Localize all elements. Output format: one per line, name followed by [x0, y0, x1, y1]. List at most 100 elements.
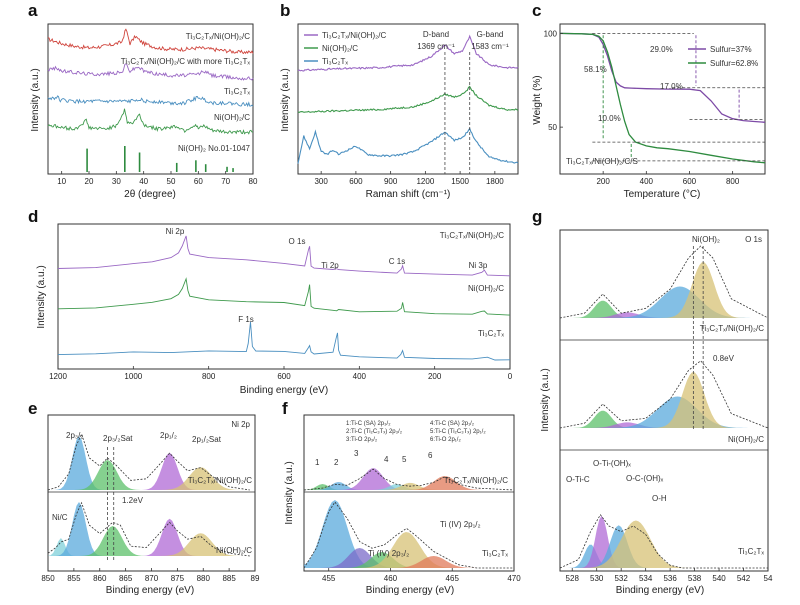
- panel-b-series-1-line: [297, 34, 519, 72]
- panel-d-frame: [57, 223, 511, 370]
- panel-e-xtick-label-5: 875: [171, 574, 185, 583]
- panel-e-peak-2p12sat: 2p₁/₂Sat: [192, 435, 222, 444]
- panel-b-xtick-label-3: 1200: [416, 177, 434, 186]
- panel-b-series-2-line: [297, 85, 519, 113]
- panel-b: b 300 600 900 1200 1500 1800 Ti₃C₂Tₓ/Ni(OH)₂/…: [280, 1, 519, 200]
- panel-a-xtick-label-3: 40: [139, 177, 148, 186]
- panel-d-series-3-line: [57, 321, 511, 361]
- panel-f-series2-label: Ti₃C₂Tₓ: [482, 549, 508, 558]
- panel-g-xtick-label-6: 540: [712, 574, 726, 583]
- panel-g-series-3-peak-4: [560, 520, 768, 568]
- panel-c-sample-label: Ti₃C₂Tₓ/Ni(OH)₂/C/S: [566, 157, 638, 166]
- panel-b-xtick-label-5: 1800: [486, 177, 504, 186]
- panel-b-series-3-line: [297, 127, 519, 164]
- panel-e-xtick-label-0: 850: [41, 574, 55, 583]
- panel-d-xtick-label-1: 1000: [124, 372, 142, 381]
- panel-f-peak-3: 3: [354, 449, 359, 458]
- panel-f-frame: [303, 414, 515, 572]
- panel-e-series-2-peak-3: [48, 526, 250, 556]
- panel-a-xtick-label-5: 60: [194, 177, 203, 186]
- panel-e-region-label: Ni 2p: [231, 420, 250, 429]
- panel-c-frame: [559, 23, 766, 175]
- panel-b-ylabel: Intensity (a.u.): [280, 68, 291, 131]
- panel-c-xtick-label-0: 200: [596, 177, 610, 186]
- panel-g-series-3-peak-1: [560, 544, 768, 568]
- panel-c-xtick-label-1: 400: [640, 177, 654, 186]
- panel-g-region-label: O 1s: [745, 235, 762, 244]
- panel-f-xtick-label-1: 460: [384, 574, 398, 583]
- panel-a-frame: [47, 23, 254, 175]
- panel-g-frame: [559, 229, 769, 572]
- panel-a-ylabel: Intensity (a.u.): [30, 68, 41, 131]
- panel-d-o1s-label: O 1s: [289, 237, 306, 246]
- panel-b-d-band-label: D-band: [423, 30, 449, 39]
- panel-g: g 528 530 532 534 536 538 540 542 54 O 1s Ni(OH)…: [532, 207, 773, 596]
- panel-e-xtick-label-7: 885: [222, 574, 236, 583]
- panel-a-series4-label: Ni(OH)₂/C: [214, 113, 250, 122]
- panel-f-legend-4: 4:Ti-C (SA) 2p₁/₂: [430, 421, 475, 427]
- panel-g-series-1-peak-1: [560, 300, 768, 318]
- panel-g-series-1-envelope: [559, 245, 769, 319]
- panel-a-series-3-line: [47, 95, 254, 108]
- panel-b-plot: 300 600 900 1200 1500 1800: [297, 34, 519, 186]
- panel-g-series-3-envelope: [559, 514, 768, 569]
- panel-b-letter: b: [280, 1, 290, 20]
- panel-f-legend-2: 2:Ti-C (Ti₂C₃Tₓ) 2p₃/₂: [346, 429, 403, 435]
- panel-f-series-1-peak-5: [304, 482, 514, 490]
- panel-g-xtick-label-0: 528: [566, 574, 580, 583]
- panel-f-xtick-label-2: 465: [446, 574, 460, 583]
- panel-f-peak-6: 6: [428, 451, 433, 460]
- panel-a-reference-label: Ni(OH)₂ No.01-1047: [178, 144, 251, 153]
- panel-f-ti4-2p32: Ti (IV) 2p₃/₂: [368, 549, 409, 558]
- panel-b-g-band-position: 1583 cm⁻¹: [471, 42, 509, 51]
- panel-g-series1-label: Ti₃C₂Tₓ/Ni(OH)₂/C: [700, 324, 764, 333]
- panel-a-xlabel: 2θ (degree): [124, 189, 176, 200]
- panel-c-ytick-label-1: 100: [544, 29, 558, 38]
- panel-c-letter: c: [532, 1, 541, 20]
- panel-f-peak-4: 4: [384, 455, 389, 464]
- panel-e-peak-2p32sat: 2p₃/₂Sat: [103, 434, 133, 443]
- panel-e-series-1-envelope: [47, 432, 250, 491]
- panel-e-xtick-label-8: 89: [251, 574, 260, 583]
- panel-c-legend-2: Sulfur=62.8%: [710, 59, 758, 68]
- panel-e-series2-label: Ni(OH)₂/C: [216, 546, 252, 555]
- panel-c-legend-1: Sulfur=37%: [710, 45, 752, 54]
- panel-d-series1-label: Ti₃C₂Tₓ/Ni(OH)₂/C: [440, 231, 504, 240]
- panel-a-letter: a: [28, 1, 38, 20]
- panel-a-plot: 10 20 30 40 50 60 70 80: [47, 28, 258, 186]
- panel-f-legend-1: 1:Ti-C (SA) 2p₃/₂: [346, 421, 391, 427]
- panel-e-shift-label: 1.2eV: [122, 496, 144, 505]
- panel-a-series-2-line: [47, 63, 254, 81]
- panel-c: c 200 400 600 800 50 100 Sulfur=37% Sulfur=62…: [532, 1, 766, 200]
- panel-d-xtick-label-4: 400: [353, 372, 367, 381]
- panel-d-xtick-label-0: 1200: [49, 372, 67, 381]
- panel-g-xtick-label-2: 532: [614, 574, 628, 583]
- panel-g-series3-label: Ti₃C₂Tₓ: [738, 547, 764, 556]
- panel-f-legend-5: 5:Ti-C (Ti₂C₃Tₓ) 2p₁/₂: [430, 429, 486, 435]
- panel-e-series-2-peak-2: [48, 502, 250, 556]
- panel-e-series-1-peak-4: [48, 467, 250, 490]
- panel-f-peak-1: 1: [315, 458, 320, 467]
- panel-a-xtick-label-2: 30: [112, 177, 121, 186]
- panel-d-series-1-line: [57, 235, 511, 277]
- panel-d-letter: d: [28, 207, 38, 226]
- panel-c-pct-10: 10.0%: [598, 114, 621, 123]
- panel-g-series-2-envelope: [559, 360, 769, 429]
- panel-d-c1s-label: C 1s: [389, 257, 405, 266]
- panel-e-xtick-label-3: 865: [119, 574, 133, 583]
- panel-f-peak-5: 5: [402, 455, 407, 464]
- panel-f-ylabel: Intensity (a.u.): [284, 461, 295, 524]
- panel-e-xlabel: Binding energy (eV): [106, 585, 194, 596]
- panel-b-legend-1: Ti₃C₂Tₓ/Ni(OH)₂/C: [322, 31, 386, 40]
- panel-d-ni2p-label: Ni 2p: [166, 227, 185, 236]
- panel-f-xtick-label-0: 455: [322, 574, 336, 583]
- panel-c-pct-17: 17.0%: [660, 82, 683, 91]
- panel-c-xtick-label-2: 600: [683, 177, 697, 186]
- panel-f-peak-2: 2: [334, 458, 339, 467]
- panel-g-xtick-label-1: 530: [590, 574, 604, 583]
- panel-f-letter: f: [282, 399, 288, 418]
- panel-c-series-1-line: [559, 32, 766, 123]
- panel-f-series-2-peak-2: [304, 548, 514, 568]
- panel-g-plot: 528 530 532 534 536 538 540 542 54: [559, 245, 773, 583]
- panel-d: d 1200 1000 800 600 400 200 0 Ni 2p O 1s Ti 2p…: [28, 207, 513, 396]
